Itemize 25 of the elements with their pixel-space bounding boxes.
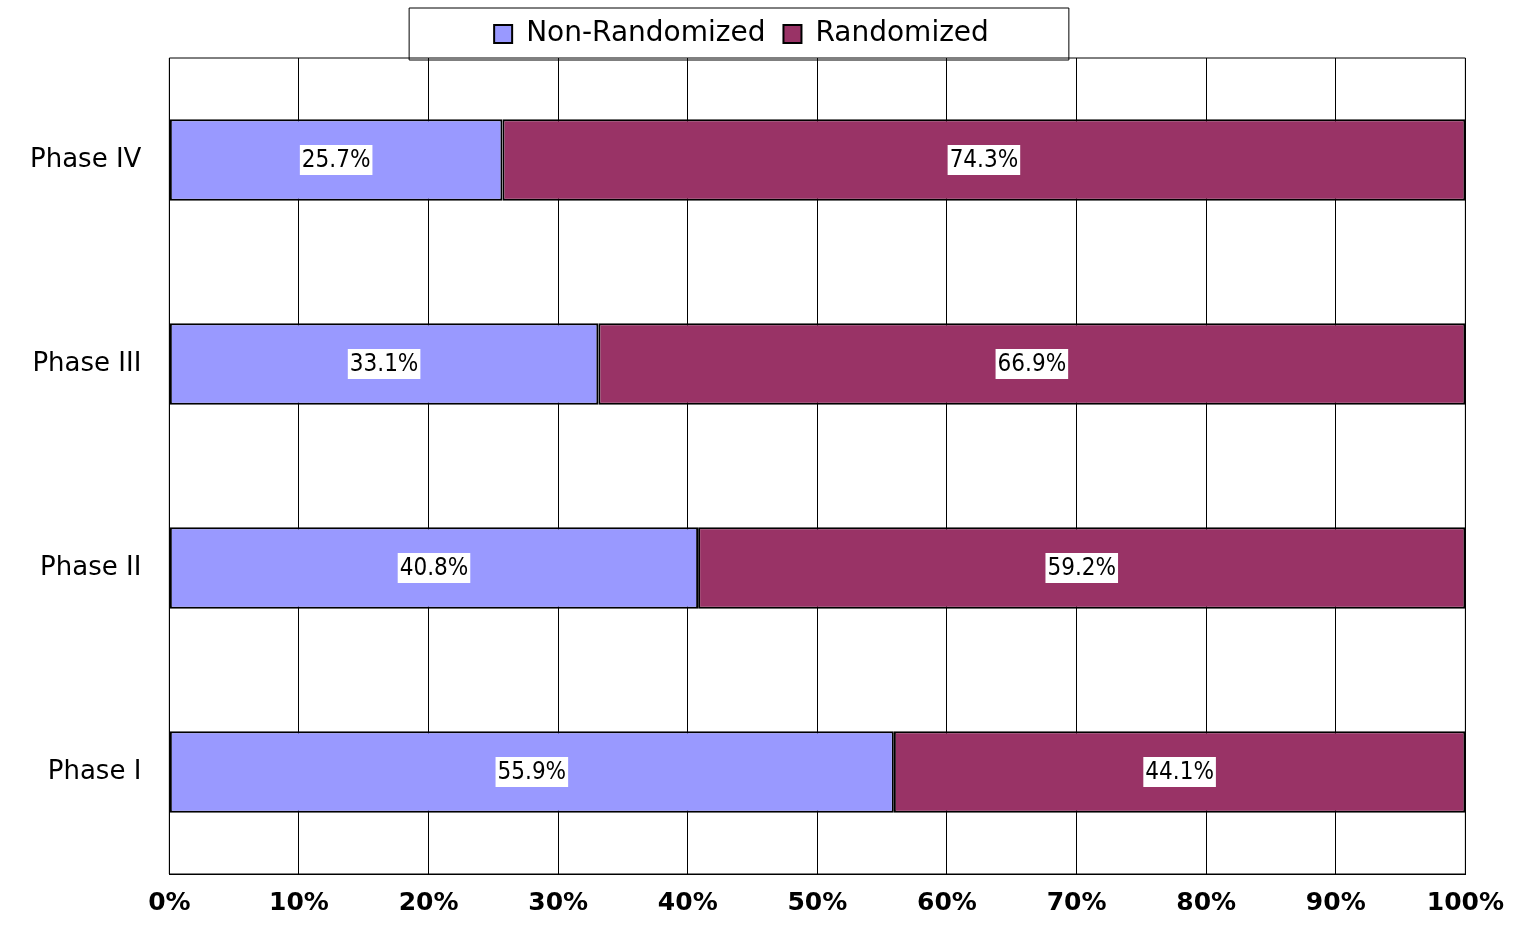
x-tick-label: 100% [1426, 886, 1504, 916]
data-label: 66.9% [997, 349, 1067, 378]
x-tick-label: 90% [1305, 886, 1366, 916]
data-label: 55.9% [497, 757, 567, 786]
x-tick-label: 40% [657, 886, 718, 916]
y-tick-label: Phase I [47, 754, 142, 785]
data-label: 59.2% [1047, 553, 1117, 582]
x-tick-label: 10% [269, 886, 329, 916]
data-label: 74.3% [949, 145, 1019, 174]
x-tick-label: 80% [1176, 886, 1237, 916]
x-tick-label: 60% [917, 886, 977, 916]
x-tick-label: 70% [1046, 886, 1107, 916]
x-tick-label: 30% [528, 886, 589, 916]
data-label: 33.1% [349, 349, 419, 378]
legend-label: Randomized [815, 15, 989, 49]
y-tick-label: Phase III [32, 346, 142, 377]
x-tick-label: 0% [148, 886, 191, 916]
data-label: 40.8% [399, 553, 469, 582]
x-tick-label: 20% [398, 886, 459, 916]
data-label: 44.1% [1145, 757, 1214, 786]
y-tick-label: Phase II [40, 550, 142, 581]
y-tick-label: Phase IV [29, 142, 142, 173]
data-label: 25.7% [301, 145, 371, 174]
x-tick-label: 50% [787, 886, 848, 916]
legend-label: Non-Randomized [526, 15, 766, 49]
